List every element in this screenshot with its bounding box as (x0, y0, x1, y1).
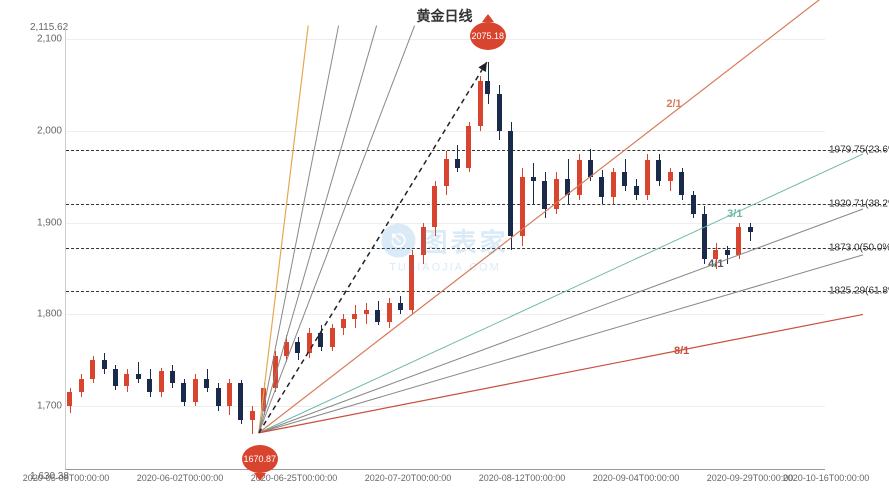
y-tick: 1,700 (37, 401, 62, 412)
candle-body (375, 310, 380, 322)
candle-body (307, 333, 312, 353)
candle-body (159, 371, 164, 392)
candle-wick (138, 362, 139, 383)
candle-body (565, 179, 570, 196)
candle-body (713, 250, 718, 259)
candle-body (295, 342, 300, 353)
fan-label: 3/1 (727, 208, 742, 220)
candle-body (736, 227, 741, 255)
y-tick: 2,000 (37, 126, 62, 137)
candle-body (444, 159, 449, 187)
watermark: ⎋ 图表家 TUBIAOJIA.COM (381, 222, 508, 273)
x-tick: 2020-10-16T00:00:00 (783, 473, 870, 483)
fib-line (66, 150, 886, 151)
watermark-logo-icon: ⎋ (381, 224, 415, 258)
candle-body (668, 172, 673, 181)
y-tick: 1,900 (37, 217, 62, 228)
candle-body (554, 179, 559, 209)
price-marker: 1670.87 (242, 445, 278, 473)
candle-body (102, 360, 107, 369)
fib-label: 1873.0(50.0%) (829, 242, 889, 253)
x-tick: 2020-09-04T00:00:00 (593, 473, 680, 483)
candle-body (113, 369, 118, 386)
candle-body (725, 250, 730, 255)
fib-label: 1920.71(38.2%) (829, 198, 889, 209)
candle-body (124, 374, 129, 386)
candle-body (622, 172, 627, 186)
candle-body (398, 303, 403, 309)
fib-line (66, 291, 886, 292)
fib-label: 1979.75(23.6%) (829, 144, 889, 155)
candle-body (136, 374, 141, 379)
candle-body (577, 160, 582, 195)
candle-body (90, 360, 95, 378)
candle-body (542, 181, 547, 209)
candle-body (679, 172, 684, 195)
candle-body (455, 159, 460, 168)
candle-body (284, 342, 289, 356)
candle-body (520, 177, 525, 237)
candle-body (387, 303, 392, 321)
candle-body (508, 131, 513, 236)
candle-body (599, 177, 604, 197)
candle-body (656, 160, 661, 181)
candle-body (181, 383, 186, 401)
candle-body (466, 126, 471, 167)
candle-body (611, 172, 616, 197)
candle-body (352, 314, 357, 319)
x-tick: 2020-05-08T00:00:00 (23, 473, 110, 483)
candle-body (170, 371, 175, 383)
candle-body (645, 160, 650, 195)
candle-body (261, 388, 266, 411)
candle-body (588, 160, 593, 177)
candle-body (273, 356, 278, 388)
fib-label: 1825.29(61.8%) (829, 286, 889, 297)
watermark-text: 图表家 (421, 222, 508, 259)
candle-body (216, 388, 221, 406)
fan-label: 8/1 (674, 345, 689, 357)
candle-body (531, 177, 536, 182)
candle-body (364, 310, 369, 315)
candle-body (79, 379, 84, 393)
x-tick: 2020-08-12T00:00:00 (479, 473, 566, 483)
y-tick: 1,800 (37, 309, 62, 320)
candle-body (67, 392, 72, 406)
fib-line (66, 204, 886, 205)
candle-body (227, 383, 232, 406)
candle-body (238, 383, 243, 420)
candle-body (497, 94, 502, 131)
candle-body (250, 411, 255, 420)
price-marker: 2075.18 (470, 22, 506, 50)
candle-body (702, 214, 707, 260)
candle-body (341, 319, 346, 328)
watermark-url: TUBIAOJIA.COM (381, 261, 508, 273)
candle-body (748, 227, 753, 232)
candle-body (634, 186, 639, 195)
candle-body (318, 333, 323, 347)
fan-label: 2/1 (666, 98, 681, 110)
candle-wick (750, 223, 751, 241)
candle-body (691, 195, 696, 213)
x-tick: 2020-06-02T00:00:00 (137, 473, 224, 483)
chart-title: 黄金日线 (0, 6, 889, 26)
candle-body (330, 328, 335, 346)
candle-body (204, 379, 209, 388)
candle-wick (533, 163, 534, 204)
x-tick: 2020-09-29T00:00:00 (707, 473, 794, 483)
y-tick: 2,100 (37, 34, 62, 45)
x-tick: 2020-07-20T00:00:00 (365, 473, 452, 483)
candle-body (478, 81, 483, 127)
candle-body (485, 81, 490, 95)
candle-body (193, 379, 198, 402)
y-top-label: 2,115.62 (30, 22, 68, 33)
candle-body (147, 379, 152, 393)
chart-plot-area: 1,7001,8001,9002,0002,1002020-05-08T00:0… (65, 25, 825, 470)
